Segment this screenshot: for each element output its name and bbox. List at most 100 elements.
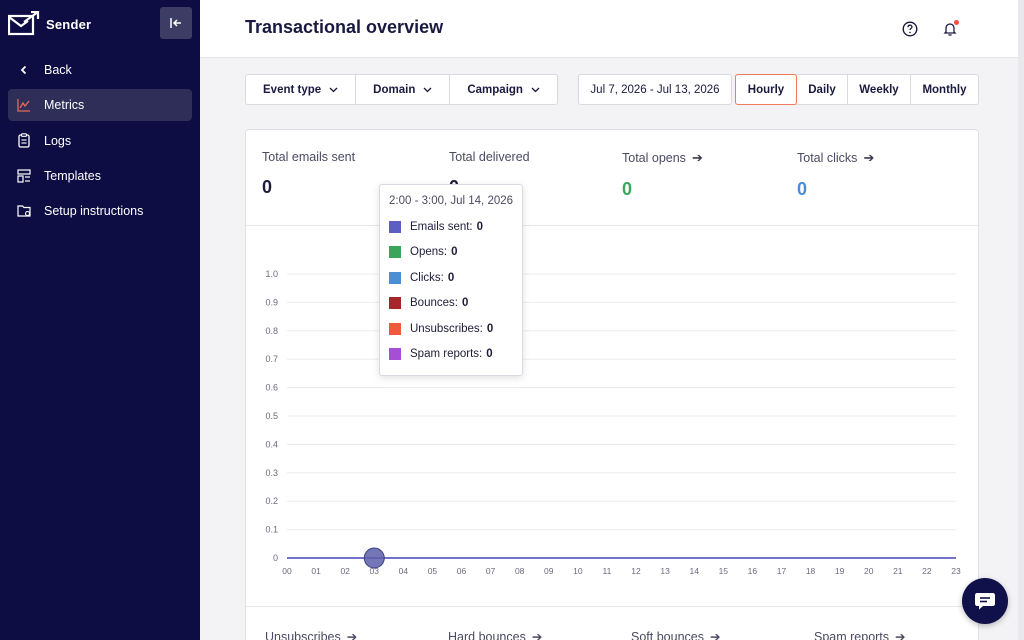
collapse-left-icon [170, 18, 181, 28]
chevron-down-icon [531, 87, 540, 92]
tooltip-row-unsubscribes: Unsubscribes: 0 [389, 322, 493, 336]
legend-swatch [389, 323, 401, 335]
arrow-right-icon: ➔ [709, 630, 721, 640]
x-tick-label: 14 [689, 566, 699, 576]
domain-dropdown[interactable]: Domain [356, 75, 451, 104]
sidebar-item-label: Logs [44, 133, 72, 148]
stat-soft-bounces[interactable]: Soft bounces ➔ [631, 629, 720, 640]
chart-area: 1.0 0.9 0.8 0.7 0.6 0.5 0.4 0.3 0.2 0.1 0 00 01 02 03 0… [246, 227, 978, 607]
brand-name: Sender [46, 16, 92, 32]
x-tick-label: 11 [603, 566, 612, 576]
stat-label-text: Hard bounces [448, 630, 526, 640]
y-tick-label: 0.9 [265, 297, 278, 307]
arrow-right-icon: ➔ [346, 630, 358, 640]
stat-spam-reports[interactable]: Spam reports ➔ [814, 629, 906, 640]
x-tick-label: 16 [748, 566, 758, 576]
y-tick-label: 0.7 [265, 354, 278, 364]
y-tick-label: 0.4 [265, 439, 278, 449]
period-hourly-button[interactable]: Hourly [735, 74, 797, 105]
stat-label: Total emails sent [262, 150, 356, 164]
tooltip-label: Spam reports: [410, 348, 483, 360]
scrollbar-track[interactable] [1018, 0, 1024, 640]
highlight-point [363, 547, 385, 569]
x-tick-label: 05 [428, 566, 438, 576]
date-range-picker[interactable]: Jul 7, 2026 - Jul 13, 2026 [578, 74, 732, 105]
stat-label-text: Total clicks [797, 151, 858, 165]
tooltip-label: Opens: [410, 246, 448, 258]
sidebar-item-back[interactable]: Back [8, 54, 192, 86]
sidebar-item-metrics[interactable]: Metrics [8, 89, 192, 122]
filter-group: Event type Domain Campaign [245, 74, 558, 105]
tooltip-value: 0 [486, 348, 493, 360]
sidebar-item-templates[interactable]: Templates [8, 160, 192, 192]
logo-icon [8, 11, 40, 36]
legend-swatch [389, 221, 401, 233]
period-weekly-button[interactable]: Weekly [848, 75, 911, 104]
y-tick-label: 0.8 [265, 326, 278, 336]
tooltip-row-spam-reports: Spam reports: 0 [389, 347, 493, 361]
x-tick-label: 20 [864, 566, 874, 576]
campaign-label: Campaign [467, 83, 523, 96]
x-tick-label: 10 [573, 566, 583, 576]
help-button[interactable] [900, 19, 920, 39]
sidebar-item-setup-instructions[interactable]: Setup instructions [8, 195, 192, 227]
sidebar: Sender Back Metrics Logs [0, 0, 200, 640]
x-tick-label: 08 [515, 566, 525, 576]
y-tick-label: 0.5 [265, 411, 278, 421]
stat-label-text: Total opens [622, 151, 686, 165]
legend-swatch [389, 272, 401, 284]
event-type-label: Event type [263, 83, 322, 96]
stat-value: 0 [262, 177, 273, 197]
tooltip-value: 0 [486, 323, 494, 335]
x-tick-label: 03 [370, 566, 380, 576]
campaign-dropdown[interactable]: Campaign [450, 75, 557, 104]
domain-label: Domain [373, 83, 416, 96]
tooltip-title: 2:00 - 3:00, Jul 14, 2026 [389, 195, 514, 207]
stats-row: Total emails sent 0 Total delivered 0 To… [246, 130, 978, 226]
chevron-down-icon [329, 87, 338, 92]
tooltip-value: 0 [476, 221, 484, 233]
clipboard-icon [16, 133, 32, 149]
period-daily-button[interactable]: Daily [797, 75, 848, 104]
tooltip-value: 0 [451, 246, 458, 258]
tooltip-row-clicks: Clicks: 0 [389, 271, 454, 285]
notifications-button[interactable] [940, 19, 960, 39]
arrow-right-icon: ➔ [863, 150, 875, 165]
stat-total-clicks[interactable]: Total clicks ➔ 0 [797, 150, 874, 200]
sidebar-item-label: Setup instructions [44, 204, 144, 219]
bell-icon [943, 23, 957, 36]
tooltip-value: 0 [447, 272, 455, 284]
tooltip-label: Emails sent: [410, 221, 473, 233]
event-type-dropdown[interactable]: Event type [246, 75, 357, 104]
collapse-sidebar-button[interactable] [160, 7, 192, 39]
stat-hard-bounces[interactable]: Hard bounces ➔ [448, 629, 542, 640]
stat-unsubscribes[interactable]: Unsubscribes ➔ [265, 629, 357, 640]
sidebar-item-label: Back [44, 63, 72, 77]
stat-value: 0 [797, 179, 808, 199]
page-title: Transactional overview [245, 17, 444, 37]
templates-icon [16, 168, 32, 184]
chevron-down-icon [423, 87, 432, 92]
period-toggle: Hourly Daily Weekly Monthly [735, 74, 979, 105]
brand[interactable]: Sender [8, 10, 91, 38]
tooltip-label: Clicks: [410, 272, 444, 284]
tooltip-row-bounces: Bounces: 0 [389, 296, 468, 310]
y-tick-label: 0 [273, 553, 278, 563]
sidebar-item-logs[interactable]: Logs [8, 125, 192, 157]
y-tick-label: 0.3 [265, 468, 278, 478]
legend-swatch [389, 348, 401, 360]
chevron-left-icon [16, 62, 32, 78]
period-monthly-button[interactable]: Monthly [922, 83, 967, 96]
stat-value: 0 [622, 179, 633, 199]
y-tick-label: 0.1 [265, 525, 278, 535]
chat-button[interactable] [962, 578, 1008, 624]
x-tick-label: 17 [777, 566, 787, 576]
stat-total-sent: Total emails sent 0 [262, 150, 355, 198]
help-icon [902, 21, 918, 37]
stat-total-opens[interactable]: Total opens ➔ 0 [622, 150, 703, 200]
metrics-card: Total emails sent 0 Total delivered 0 To… [245, 129, 979, 640]
sidebar-item-label: Templates [44, 168, 101, 183]
sidebar-item-label: Metrics [44, 98, 85, 113]
arrow-right-icon: ➔ [531, 630, 543, 640]
